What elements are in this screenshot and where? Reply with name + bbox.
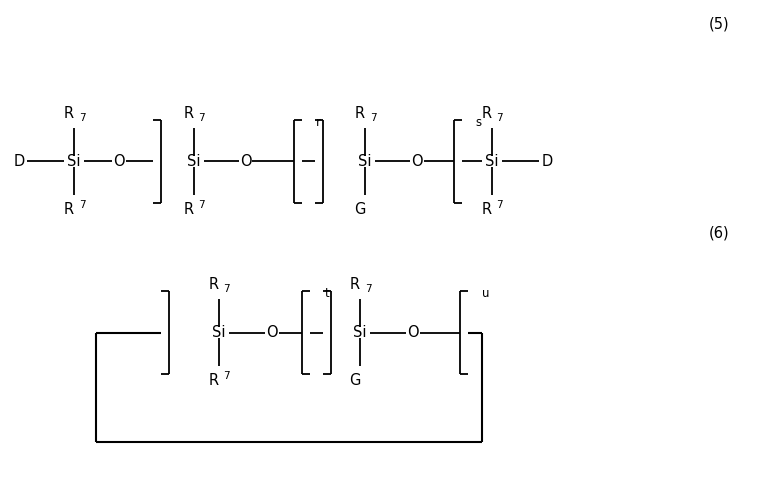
Text: u: u (482, 287, 489, 300)
Text: 7: 7 (223, 284, 230, 294)
Text: R: R (481, 202, 492, 217)
Text: 7: 7 (198, 200, 205, 210)
Text: Si: Si (68, 154, 81, 169)
Text: 7: 7 (79, 200, 86, 210)
Text: O: O (240, 154, 251, 169)
Text: Si: Si (354, 325, 367, 340)
Text: R: R (64, 106, 74, 121)
Text: t: t (324, 287, 329, 300)
Text: 7: 7 (496, 200, 503, 210)
Text: s: s (476, 116, 482, 129)
Text: R: R (64, 202, 74, 217)
Text: 7: 7 (370, 113, 376, 123)
Text: 7: 7 (198, 113, 205, 123)
Text: O: O (407, 325, 419, 340)
Text: 7: 7 (223, 371, 230, 381)
Text: O: O (411, 154, 423, 169)
Text: R: R (209, 373, 219, 388)
Text: D: D (542, 154, 553, 169)
Text: O: O (266, 325, 279, 340)
Text: R: R (184, 202, 194, 217)
Text: R: R (184, 106, 194, 121)
Text: O: O (113, 154, 124, 169)
Text: (5): (5) (708, 17, 729, 32)
Text: R: R (209, 277, 219, 292)
Text: G: G (349, 373, 361, 388)
Text: 7: 7 (79, 113, 86, 123)
Text: 7: 7 (496, 113, 503, 123)
Text: Si: Si (358, 154, 372, 169)
Text: Si: Si (485, 154, 499, 169)
Text: R: R (350, 277, 361, 292)
Text: G: G (354, 202, 366, 217)
Text: (6): (6) (708, 225, 729, 241)
Text: R: R (355, 106, 365, 121)
Text: 7: 7 (365, 284, 371, 294)
Text: r: r (317, 116, 321, 129)
Text: Si: Si (212, 325, 225, 340)
Text: Si: Si (187, 154, 200, 169)
Text: R: R (481, 106, 492, 121)
Text: D: D (14, 154, 25, 169)
